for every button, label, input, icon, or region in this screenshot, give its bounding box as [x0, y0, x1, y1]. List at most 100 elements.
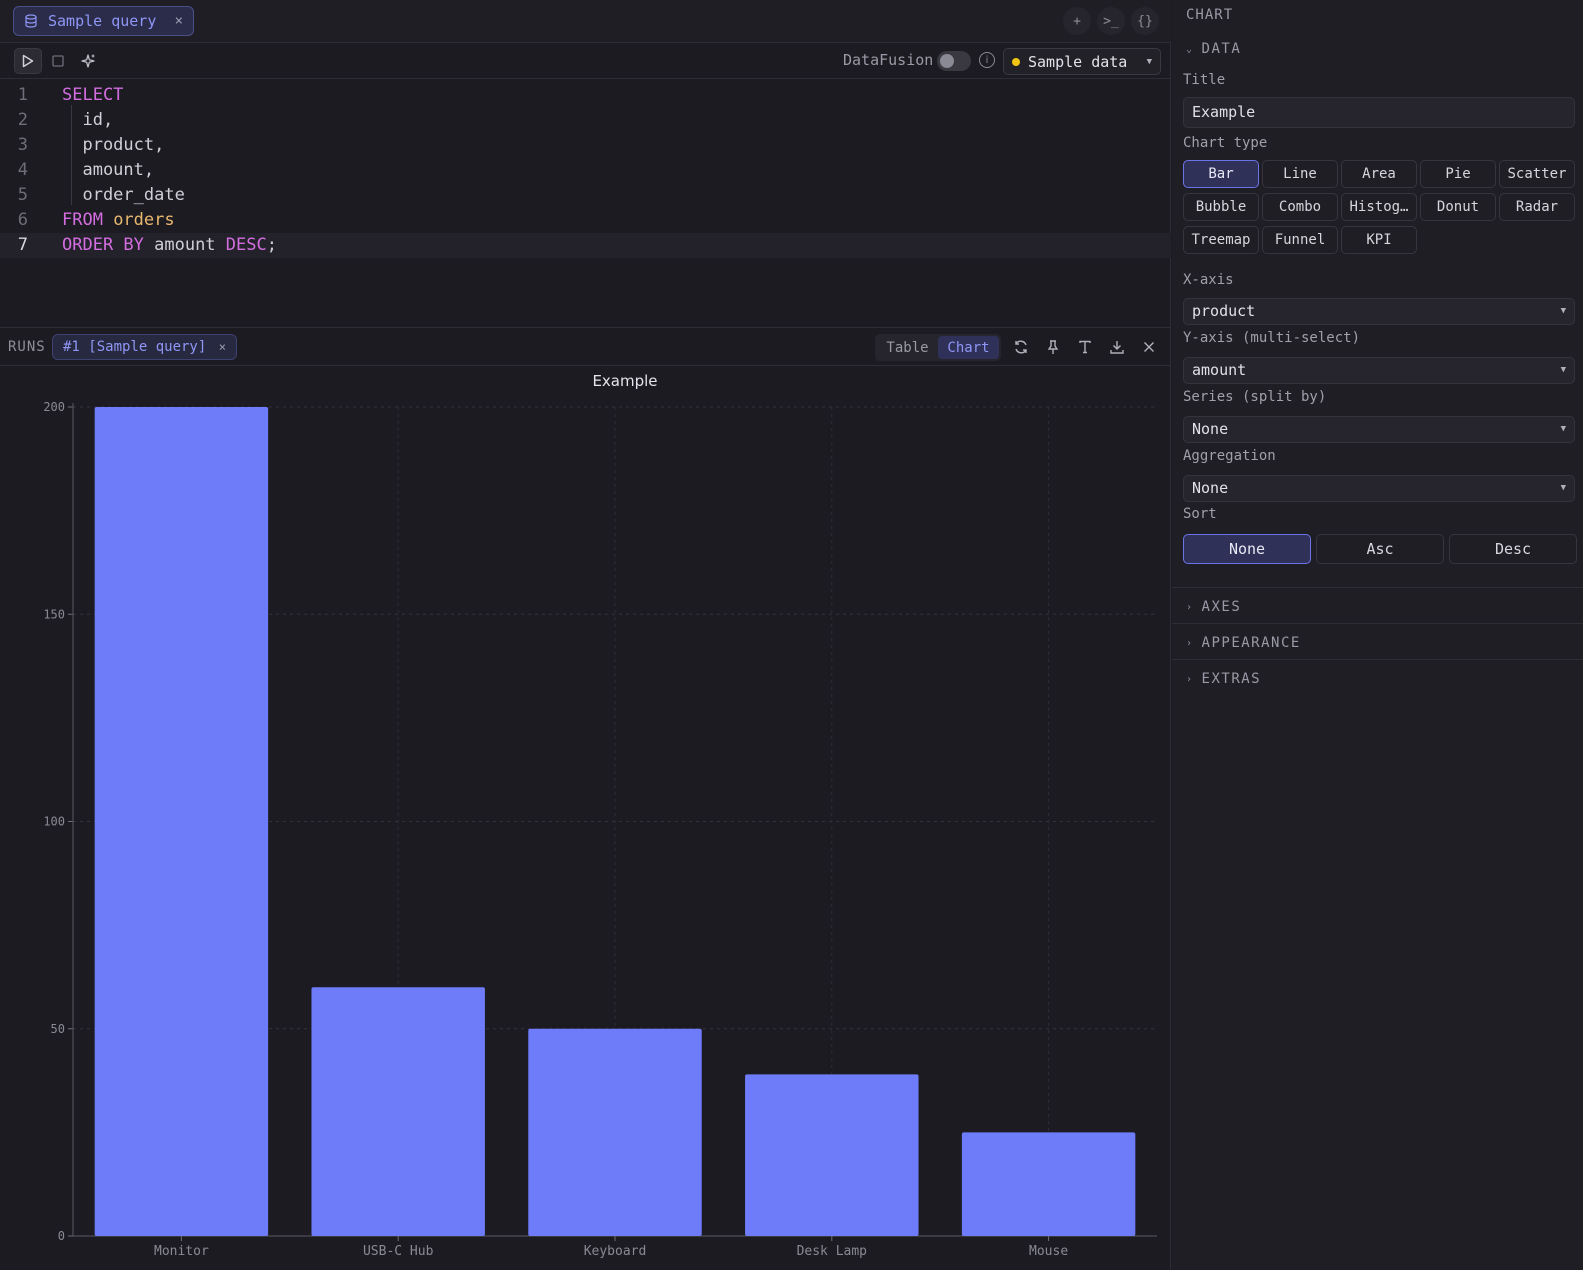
line-number: 4	[17, 160, 28, 180]
chart-type-pie-button[interactable]: Pie	[1420, 160, 1496, 188]
tab-actions: + >_ {}	[1063, 7, 1159, 35]
chart-title: Example	[592, 372, 657, 390]
close-tab-icon[interactable]: ×	[174, 13, 183, 29]
yaxis-select[interactable]: amount ▼	[1183, 357, 1575, 384]
sort-asc-button[interactable]: Asc	[1316, 534, 1444, 564]
pin-button[interactable]	[1041, 335, 1065, 359]
chart-type-bubble-button[interactable]: Bubble	[1183, 193, 1259, 221]
chevron-down-icon: ▼	[1560, 424, 1566, 434]
section-extras-header[interactable]: › EXTRAS	[1186, 671, 1261, 687]
bar-usb-c-hub	[311, 987, 485, 1236]
json-button[interactable]: {}	[1131, 7, 1159, 35]
sort-label: Sort	[1183, 506, 1217, 522]
status-dot	[1012, 57, 1020, 66]
chart-type-radar-button[interactable]: Radar	[1499, 193, 1575, 221]
chart-type-combo-button[interactable]: Combo	[1262, 193, 1338, 221]
new-tab-button[interactable]: +	[1063, 7, 1091, 35]
refresh-button[interactable]	[1009, 335, 1033, 359]
tab-bar: Sample query × + >_ {}	[0, 0, 1171, 43]
text-icon	[1079, 340, 1091, 354]
database-icon	[25, 14, 37, 28]
title-input[interactable]: Example	[1183, 97, 1575, 128]
sql-table-name: orders	[113, 210, 175, 230]
editor-pane: Sample query × + >_ {} DataFusion i	[0, 0, 1171, 1270]
chevron-down-icon: ▼	[1146, 56, 1152, 67]
sort-none-button[interactable]: None	[1183, 534, 1311, 564]
tab-table[interactable]: Table	[886, 339, 929, 356]
code-line[interactable]: 7 ORDER BY amount DESC;	[0, 233, 1171, 258]
sql-editor[interactable]: 1 SELECT 2 id, 3 product, 4 amount, 5 order_d…	[0, 80, 1171, 328]
series-label: Series (split by)	[1183, 389, 1327, 405]
xaxis-label: X-axis	[1183, 272, 1234, 288]
x-tick-label: Keyboard	[584, 1244, 647, 1259]
code-text: product,	[62, 133, 164, 158]
chart-type-histog-button[interactable]: Histog…	[1341, 193, 1417, 221]
code-line[interactable]: 4 amount,	[0, 158, 1171, 183]
chart-type-donut-button[interactable]: Donut	[1420, 193, 1496, 221]
code-text: order_date	[62, 183, 184, 208]
chart-type-treemap-button[interactable]: Treemap	[1183, 226, 1259, 254]
chevron-right-icon: ›	[1186, 673, 1194, 685]
section-extras-label: EXTRAS	[1201, 671, 1262, 687]
x-tick-label: USB-C Hub	[363, 1244, 434, 1259]
series-select[interactable]: None ▼	[1183, 416, 1575, 443]
y-tick-label: 150	[43, 607, 65, 621]
code-line[interactable]: 1 SELECT	[0, 83, 1171, 108]
chart-type-line-button[interactable]: Line	[1262, 160, 1338, 188]
chevron-right-icon: ›	[1186, 637, 1194, 649]
chart-area: Example 0 50 100 150 200 Monitor USB-C Hub Keybo…	[0, 367, 1171, 1270]
yaxis-value: amount	[1192, 361, 1247, 379]
bar-chart: Example 0 50 100 150 200 Monitor USB-C Hub Keybo…	[43, 372, 1157, 1259]
sql-keyword: ORDER BY	[62, 235, 144, 255]
chevron-down-icon: ▼	[1560, 365, 1566, 375]
tab-chart[interactable]: Chart	[938, 336, 999, 359]
query-tab-label: Sample query	[48, 12, 157, 30]
sort-desc-button[interactable]: Desc	[1449, 534, 1577, 564]
chart-type-kpi-button[interactable]: KPI	[1341, 226, 1417, 254]
download-button[interactable]	[1105, 335, 1129, 359]
stop-button[interactable]	[44, 48, 72, 74]
run-chip[interactable]: #1 [Sample query] ×	[52, 334, 237, 360]
code-line[interactable]: 3 product,	[0, 133, 1171, 158]
chart-type-bar-button[interactable]: Bar	[1183, 160, 1259, 188]
code-line[interactable]: 2 id,	[0, 108, 1171, 133]
code-text: ORDER BY amount DESC;	[62, 233, 277, 258]
data-source-label: Sample data	[1028, 52, 1128, 71]
ai-assist-button[interactable]	[74, 48, 102, 74]
chart-type-scatter-button[interactable]: Scatter	[1499, 160, 1575, 188]
aggregation-select[interactable]: None ▼	[1183, 475, 1575, 502]
code-text: SELECT	[62, 83, 123, 108]
divider	[1172, 659, 1583, 660]
series-value: None	[1192, 420, 1229, 438]
run-button[interactable]	[14, 48, 42, 74]
bar-keyboard	[528, 1028, 702, 1236]
chart-type-funnel-button[interactable]: Funnel	[1262, 226, 1338, 254]
query-tab[interactable]: Sample query ×	[13, 6, 194, 36]
sql-keyword: DESC	[225, 235, 267, 255]
close-results-button[interactable]	[1137, 335, 1161, 359]
code-text: FROM orders	[62, 208, 175, 233]
section-appearance-header[interactable]: › APPEARANCE	[1186, 635, 1301, 651]
data-source-select[interactable]: Sample data ▼	[1003, 48, 1161, 75]
runs-label: RUNS	[8, 339, 46, 355]
chart-type-area-button[interactable]: Area	[1341, 160, 1417, 188]
code-line[interactable]: 5 order_date	[0, 183, 1171, 208]
code-line[interactable]: 6 FROM orders	[0, 208, 1171, 233]
section-axes-header[interactable]: › AXES	[1186, 599, 1241, 615]
aggregation-value: None	[1192, 479, 1229, 497]
text-button[interactable]	[1073, 335, 1097, 359]
code-text: amount,	[62, 158, 154, 183]
terminal-button[interactable]: >_	[1097, 7, 1125, 35]
play-icon	[22, 54, 34, 68]
datafusion-toggle[interactable]	[937, 51, 971, 71]
yaxis-label: Y-axis (multi-select)	[1183, 330, 1361, 346]
chart-config-panel: CHART ⌄ DATA Title Example Chart type Ba…	[1172, 0, 1583, 1270]
sql-token: ;	[266, 235, 277, 255]
xaxis-select[interactable]: product ▼	[1183, 298, 1575, 325]
info-icon[interactable]: i	[979, 52, 995, 68]
section-data-header[interactable]: ⌄ DATA	[1186, 41, 1241, 57]
sql-token: amount	[143, 235, 226, 255]
code-text: id,	[62, 108, 113, 133]
line-number: 6	[17, 210, 28, 230]
close-run-icon[interactable]: ×	[218, 340, 226, 354]
